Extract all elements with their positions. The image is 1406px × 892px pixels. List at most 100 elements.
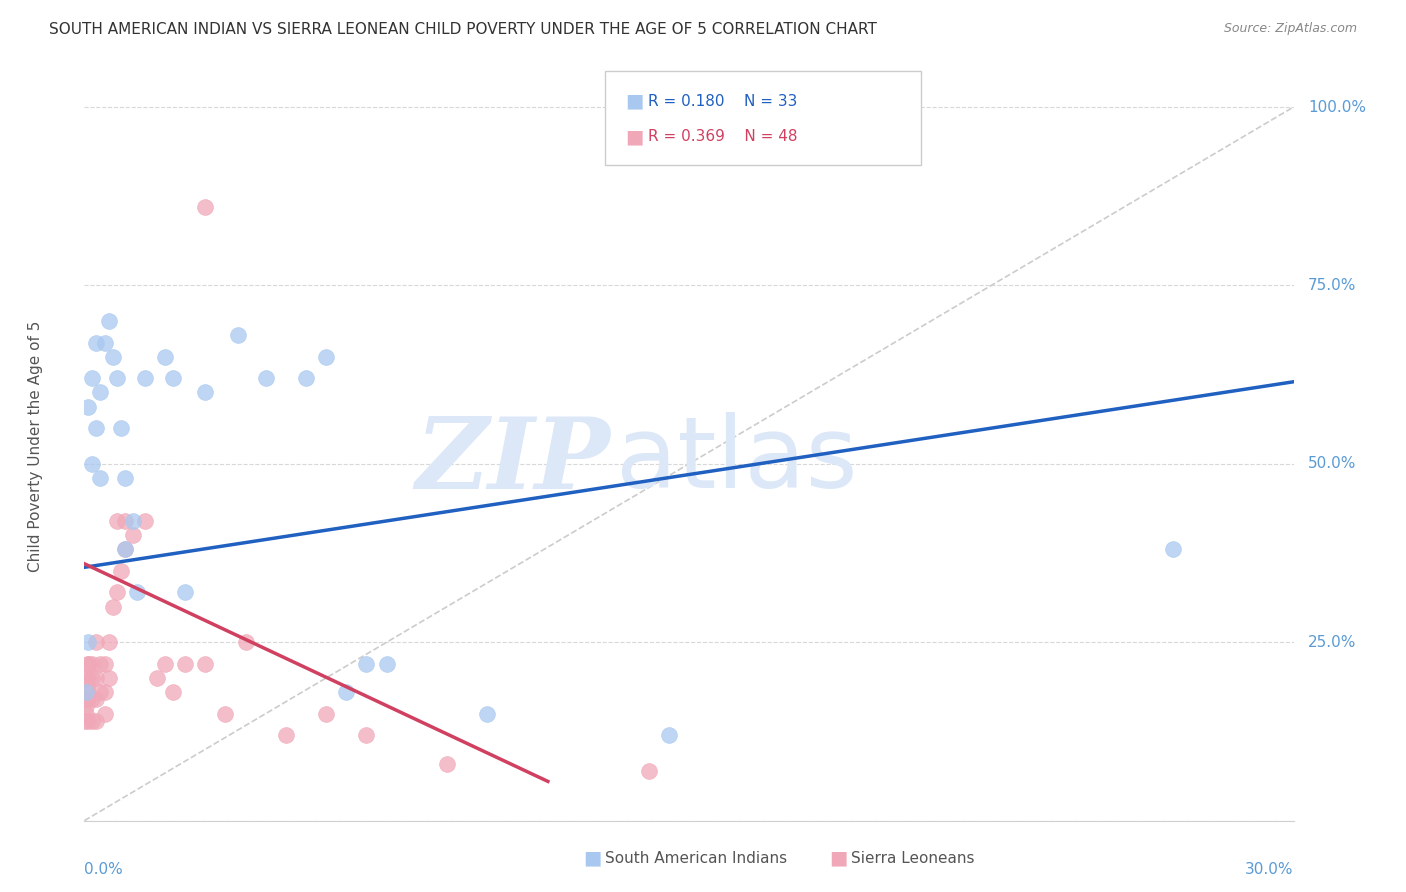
Point xyxy=(76,692,98,706)
Point xyxy=(89,385,111,400)
Text: ■: ■ xyxy=(830,848,848,868)
Point xyxy=(77,400,100,414)
Point xyxy=(105,585,128,599)
Point xyxy=(82,371,104,385)
Point xyxy=(86,335,108,350)
Text: 25.0%: 25.0% xyxy=(1308,635,1357,649)
Point xyxy=(162,371,184,385)
Point xyxy=(153,350,176,364)
Point xyxy=(89,471,111,485)
Point xyxy=(86,692,108,706)
Point xyxy=(162,685,184,699)
Point xyxy=(86,671,108,685)
Point xyxy=(274,728,297,742)
Point xyxy=(86,714,108,728)
Text: South American Indians: South American Indians xyxy=(605,851,787,865)
Point xyxy=(75,699,97,714)
Point xyxy=(356,728,378,742)
Point xyxy=(114,514,136,528)
Point xyxy=(315,706,337,721)
Text: 50.0%: 50.0% xyxy=(1308,457,1357,471)
Point xyxy=(121,514,143,528)
Point xyxy=(194,657,217,671)
Point xyxy=(77,714,100,728)
Point xyxy=(356,657,378,671)
Text: Source: ZipAtlas.com: Source: ZipAtlas.com xyxy=(1223,22,1357,36)
Point xyxy=(75,671,97,685)
Point xyxy=(82,457,104,471)
Point xyxy=(93,706,115,721)
Point xyxy=(315,350,337,364)
Point xyxy=(125,585,148,599)
Point xyxy=(82,671,104,685)
Point xyxy=(93,335,115,350)
Point xyxy=(226,328,249,343)
Text: atlas: atlas xyxy=(616,412,858,509)
Point xyxy=(153,657,176,671)
Point xyxy=(97,314,120,328)
Point xyxy=(335,685,357,699)
Text: ■: ■ xyxy=(583,848,602,868)
Point xyxy=(658,728,681,742)
Point xyxy=(1161,542,1184,557)
Point xyxy=(174,585,197,599)
Point xyxy=(146,671,169,685)
Point xyxy=(97,635,120,649)
Point xyxy=(214,706,236,721)
Point xyxy=(235,635,257,649)
Text: 75.0%: 75.0% xyxy=(1308,278,1357,293)
Point xyxy=(174,657,197,671)
Text: 30.0%: 30.0% xyxy=(1246,862,1294,877)
Point xyxy=(295,371,318,385)
Point xyxy=(477,706,499,721)
Text: R = 0.180    N = 33: R = 0.180 N = 33 xyxy=(648,94,797,109)
Point xyxy=(105,514,128,528)
Text: SOUTH AMERICAN INDIAN VS SIERRA LEONEAN CHILD POVERTY UNDER THE AGE OF 5 CORRELA: SOUTH AMERICAN INDIAN VS SIERRA LEONEAN … xyxy=(49,22,877,37)
Point xyxy=(121,528,143,542)
Point xyxy=(75,685,97,699)
Point xyxy=(75,685,97,699)
Point xyxy=(101,599,124,614)
Point xyxy=(86,635,108,649)
Point xyxy=(89,657,111,671)
Point xyxy=(110,564,132,578)
Point xyxy=(254,371,277,385)
Point xyxy=(110,421,132,435)
Text: Child Poverty Under the Age of 5: Child Poverty Under the Age of 5 xyxy=(28,320,44,572)
Point xyxy=(75,706,97,721)
Point xyxy=(76,685,98,699)
Text: 0.0%: 0.0% xyxy=(84,862,124,877)
Text: ■: ■ xyxy=(626,92,644,111)
Point xyxy=(375,657,398,671)
Point xyxy=(89,685,111,699)
Point xyxy=(82,657,104,671)
Point xyxy=(134,371,156,385)
Point xyxy=(134,514,156,528)
Point xyxy=(82,692,104,706)
Point xyxy=(105,371,128,385)
Text: 100.0%: 100.0% xyxy=(1308,100,1367,114)
Text: R = 0.369    N = 48: R = 0.369 N = 48 xyxy=(648,129,797,145)
Point xyxy=(75,714,97,728)
Point xyxy=(76,678,98,692)
Point xyxy=(86,421,108,435)
Point xyxy=(77,635,100,649)
Text: ■: ■ xyxy=(626,128,644,146)
Point xyxy=(93,685,115,699)
Text: Sierra Leoneans: Sierra Leoneans xyxy=(851,851,974,865)
Point xyxy=(194,385,217,400)
Point xyxy=(77,657,100,671)
Point xyxy=(637,764,659,778)
Point xyxy=(114,542,136,557)
Point xyxy=(76,657,98,671)
Point xyxy=(101,350,124,364)
Point xyxy=(194,200,217,214)
Point xyxy=(97,671,120,685)
Point xyxy=(93,657,115,671)
Point xyxy=(114,471,136,485)
Point xyxy=(77,692,100,706)
Text: ZIP: ZIP xyxy=(415,413,610,509)
Point xyxy=(436,756,458,771)
Point xyxy=(82,714,104,728)
Point xyxy=(77,671,100,685)
